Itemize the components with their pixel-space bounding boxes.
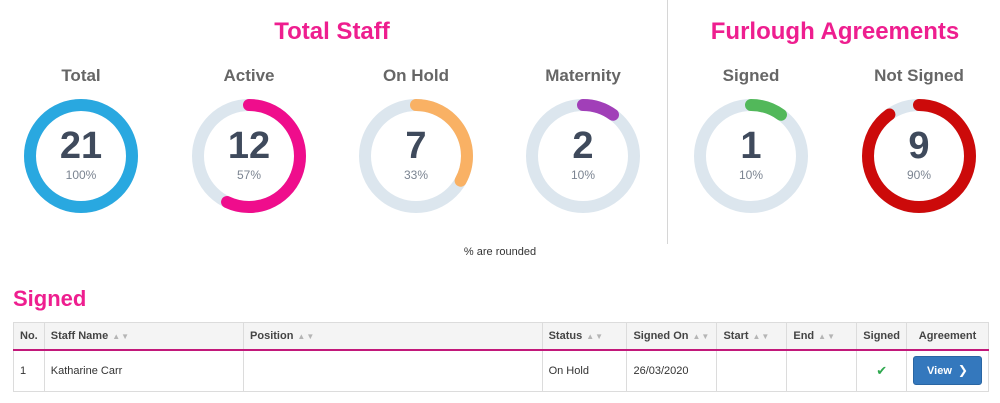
table-row: 1 Katharine Carr On Hold 26/03/2020 ✔ Vi…: [13, 349, 989, 392]
total-staff-title: Total Staff: [274, 18, 390, 45]
sort-arrows-icon[interactable]: ▲▼: [586, 331, 605, 341]
gauge-signed: Signed 1 10%: [681, 62, 821, 216]
column-header-staff-name[interactable]: Staff Name ▲▼: [43, 322, 245, 351]
section-divider: [667, 0, 668, 244]
gauge-label: Not Signed: [874, 66, 964, 85]
gauge-ring: 7 33%: [356, 96, 476, 216]
cell-staff-name: Katharine Carr: [43, 349, 245, 392]
gauge-percent: 10%: [570, 168, 596, 182]
gauge-ring-chart: [526, 99, 640, 213]
sort-arrows-icon[interactable]: ▲▼: [818, 331, 836, 341]
gauge-ring-chart: [24, 99, 138, 213]
gauge-ring: 9 90%: [859, 96, 979, 216]
column-header-end[interactable]: End ▲▼: [786, 322, 858, 351]
gauge-total: Total 21 100%: [11, 62, 151, 216]
gauge-on-hold: On Hold 7 33%: [346, 62, 486, 216]
view-agreement-button[interactable]: View ❯: [913, 356, 982, 386]
cell-signed: ✔: [856, 349, 907, 392]
gauge-count: 7: [405, 125, 427, 167]
gauge-ring-chart: [359, 99, 473, 213]
gauge-percent: 33%: [403, 168, 429, 182]
gauge-percent: 90%: [906, 168, 932, 182]
rounding-footnote: % are rounded: [463, 246, 537, 258]
signed-staff-table: No. Staff Name ▲▼ Position ▲▼ Status ▲▼ Sig…: [13, 322, 989, 392]
sort-arrows-icon[interactable]: ▲▼: [297, 331, 316, 341]
gauge-count: 21: [59, 125, 103, 167]
gauge-ring: 1 10%: [691, 96, 811, 216]
column-header-agreement: Agreement: [906, 322, 989, 351]
gauge-not-signed: Not Signed 9 90%: [849, 62, 989, 216]
sort-arrows-icon[interactable]: ▲▼: [112, 331, 131, 341]
gauge-ring-chart: [192, 99, 306, 213]
gauge-percent: 57%: [236, 168, 262, 182]
gauge-count: 9: [908, 125, 930, 167]
column-header-no: No.: [13, 322, 45, 351]
cell-agreement: View ❯: [906, 349, 989, 392]
cell-end: [786, 349, 858, 392]
column-header-position[interactable]: Position ▲▼: [243, 322, 543, 351]
signed-section-title: Signed: [13, 286, 87, 311]
gauge-maternity: Maternity 2 10%: [513, 62, 653, 216]
cell-no: 1: [13, 349, 45, 392]
column-header-signed: Signed: [856, 322, 907, 351]
gauge-ring: 21 100%: [21, 96, 141, 216]
gauge-label: On Hold: [382, 66, 450, 85]
gauge-count: 12: [227, 125, 271, 167]
gauge-ring: 2 10%: [523, 96, 643, 216]
cell-status: On Hold: [541, 349, 628, 392]
cell-position: [243, 349, 543, 392]
gauge-label: Signed: [722, 66, 780, 85]
column-header-status[interactable]: Status ▲▼: [541, 322, 628, 351]
column-header-signed-on[interactable]: Signed On ▲▼: [626, 322, 718, 351]
cell-signed-on: 26/03/2020: [626, 349, 718, 392]
gauge-percent: 100%: [65, 168, 97, 182]
gauge-ring-chart: [862, 99, 976, 213]
gauge-label: Total: [61, 66, 101, 85]
sort-arrows-icon[interactable]: ▲▼: [692, 331, 711, 341]
gauge-label: Maternity: [545, 66, 621, 85]
chevron-right-icon: ❯: [957, 363, 968, 378]
gauge-count: 1: [740, 125, 762, 167]
gauge-label: Active: [223, 66, 275, 85]
table-header-row: No. Staff Name ▲▼ Position ▲▼ Status ▲▼ Sig…: [13, 322, 989, 351]
gauge-count: 2: [572, 125, 594, 167]
cell-start: [716, 349, 788, 392]
furlough-agreements-title: Furlough Agreements: [710, 18, 960, 45]
gauge-active: Active 12 57%: [179, 62, 319, 216]
gauge-percent: 10%: [738, 168, 764, 182]
gauge-ring: 12 57%: [189, 96, 309, 216]
column-header-start[interactable]: Start ▲▼: [716, 322, 788, 351]
check-icon: ✔: [876, 362, 888, 378]
sort-arrows-icon[interactable]: ▲▼: [752, 331, 771, 341]
gauge-ring-chart: [694, 99, 808, 213]
